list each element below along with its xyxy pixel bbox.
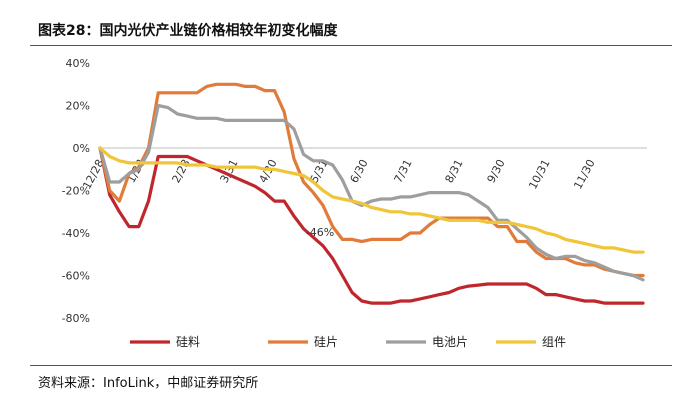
x-tick-label: 6/30	[348, 157, 371, 185]
x-tick-label: 9/30	[485, 157, 508, 185]
legend-label-4: 组件	[542, 335, 566, 349]
legend-label-1: 硅料	[176, 335, 200, 349]
y-tick-label: 20%	[66, 100, 90, 113]
series-line-1	[98, 146, 645, 305]
y-tick-label: 40%	[66, 57, 90, 70]
annotation-layer: -46%	[306, 226, 334, 239]
y-tick-label: -80%	[62, 312, 90, 325]
series-line-4	[98, 146, 645, 254]
x-tick-label: 7/31	[392, 157, 415, 185]
title-bar: 图表28：国内光伏产业链价格相较年初变化幅度	[0, 0, 700, 46]
annotation-label: -46%	[306, 226, 334, 239]
series-line-3	[98, 103, 645, 282]
legend: 硅料 硅片 电池片 组件	[130, 335, 566, 349]
x-tick-label: 8/31	[443, 157, 466, 185]
y-tick-label: -60%	[62, 270, 90, 283]
y-tick-label: 0%	[73, 142, 90, 155]
bottom-rule	[30, 365, 672, 366]
y-axis: 40% 20% 0% -20% -40% -60% -80%	[62, 57, 90, 325]
source-note: 资料来源：InfoLink，中邮证券研究所	[38, 376, 259, 391]
x-tick-label: 11/30	[571, 157, 597, 191]
legend-label-3: 电池片	[432, 335, 468, 349]
chart-title: 图表28：国内光伏产业链价格相较年初变化幅度	[38, 23, 338, 39]
x-axis: 12/28 1/28 2/28 3/31 4/30 5/31 6/30 7/31 8/31 9/3…	[80, 147, 647, 191]
legend-label-2: 硅片	[314, 335, 338, 349]
series-layer	[98, 82, 645, 305]
y-tick-label: -40%	[62, 227, 90, 240]
y-tick-label: -20%	[62, 185, 90, 198]
top-rule	[30, 45, 672, 46]
x-tick-label: 10/31	[526, 157, 552, 191]
